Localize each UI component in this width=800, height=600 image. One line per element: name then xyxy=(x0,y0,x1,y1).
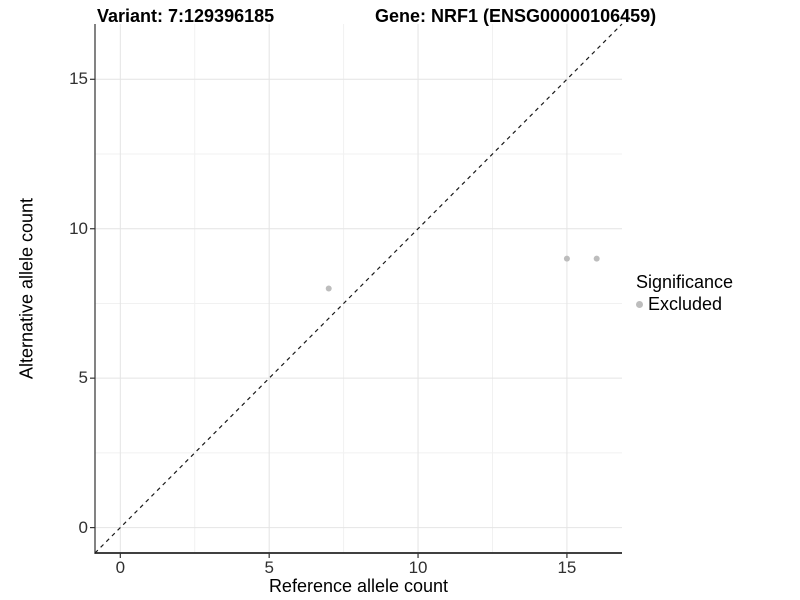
plot-title-variant: Variant: 7:129396185 xyxy=(97,6,275,26)
y-tick-label: 5 xyxy=(78,368,88,388)
data-point xyxy=(563,255,570,262)
y-axis-title: Alternative allele count xyxy=(16,197,37,380)
y-tick-label: 0 xyxy=(78,517,88,537)
x-axis-title: Reference allele count xyxy=(268,576,449,596)
legend-item-excluded: Excluded xyxy=(636,294,800,314)
x-tick-label: 15 xyxy=(557,558,577,577)
x-tick-label: 5 xyxy=(264,558,274,577)
legend-title: Significance xyxy=(636,272,734,292)
identity-reference-line xyxy=(94,23,623,554)
data-point xyxy=(325,285,332,292)
legend-item-label: Excluded xyxy=(648,294,723,314)
legend-point-icon xyxy=(636,300,643,308)
plot-title-gene: Gene: NRF1 (ENSG00000106459) xyxy=(375,6,657,26)
legend: Significance Excluded xyxy=(636,272,800,314)
x-tick-label: 0 xyxy=(115,558,126,577)
y-tick-label: 10 xyxy=(69,218,88,238)
data-point xyxy=(593,255,600,262)
x-tick-label: 10 xyxy=(408,558,428,577)
y-tick-label: 15 xyxy=(69,69,88,89)
